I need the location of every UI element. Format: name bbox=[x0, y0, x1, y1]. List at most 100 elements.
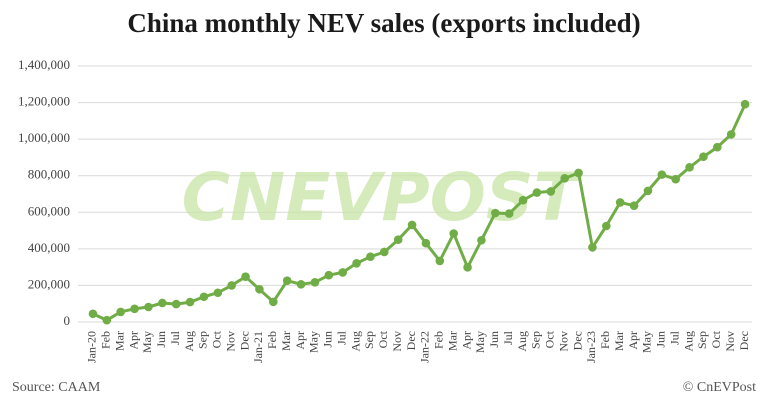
point bbox=[421, 238, 431, 248]
point bbox=[643, 186, 653, 196]
x-tick-label: Oct bbox=[543, 330, 557, 348]
point bbox=[227, 281, 236, 290]
point bbox=[199, 292, 209, 302]
watermark: CNEVPOST bbox=[182, 159, 584, 236]
point bbox=[130, 304, 139, 314]
x-tick-label: Feb bbox=[598, 331, 612, 349]
y-tick-label: 1,400,000 bbox=[18, 57, 70, 72]
y-tick-label: 800,000 bbox=[28, 167, 70, 182]
point bbox=[546, 187, 556, 196]
credit: © CnEVPost bbox=[683, 380, 756, 395]
point bbox=[435, 256, 445, 266]
point bbox=[380, 247, 389, 257]
y-tick-label: 0 bbox=[64, 313, 71, 328]
x-tick-label: Oct bbox=[709, 330, 723, 348]
chart-title: China monthly NEV sales (exports include… bbox=[127, 8, 640, 38]
point bbox=[213, 288, 223, 298]
x-tick-label: Aug bbox=[515, 331, 529, 352]
point bbox=[366, 252, 375, 262]
point bbox=[588, 243, 597, 252]
point bbox=[657, 170, 667, 179]
y-tick-label: 200,000 bbox=[28, 276, 70, 291]
point bbox=[255, 284, 264, 294]
x-tick-label: Oct bbox=[376, 330, 390, 348]
point bbox=[116, 307, 125, 317]
point bbox=[269, 297, 278, 307]
x-tick-label: Mar bbox=[612, 331, 626, 351]
x-tick-label: Jul bbox=[168, 330, 182, 345]
x-tick-label: Jun bbox=[654, 331, 668, 348]
x-tick-label: Aug bbox=[681, 331, 695, 352]
point bbox=[407, 220, 417, 230]
x-tick-label: Feb bbox=[265, 331, 279, 349]
x-tick-label: Jul bbox=[667, 330, 681, 345]
x-tick-label: Jul bbox=[501, 330, 515, 345]
point bbox=[560, 173, 569, 183]
x-tick-label: Apr bbox=[126, 331, 140, 350]
x-tick-label: Mar bbox=[279, 331, 293, 351]
point bbox=[88, 309, 98, 319]
x-tick-label: Jan-20 bbox=[85, 331, 99, 363]
y-tick-label: 1,000,000 bbox=[18, 130, 70, 145]
x-tick-label: May bbox=[140, 331, 154, 353]
x-tick-label: Jul bbox=[334, 330, 348, 345]
x-tick-label: Jan-22 bbox=[418, 331, 432, 363]
x-tick-label: Feb bbox=[432, 331, 446, 349]
point bbox=[338, 268, 347, 277]
point bbox=[671, 174, 680, 184]
point bbox=[504, 209, 514, 218]
x-tick-label: Apr bbox=[293, 331, 307, 350]
x-tick-label: Aug bbox=[348, 331, 362, 352]
point bbox=[615, 198, 625, 207]
x-tick-label: Nov bbox=[556, 331, 570, 352]
point bbox=[185, 297, 195, 307]
x-tick-label: Sep bbox=[695, 331, 709, 349]
x-tick-label: Dec bbox=[404, 331, 418, 350]
x-tick-label: Jan-21 bbox=[251, 331, 265, 363]
point bbox=[102, 315, 112, 325]
x-tick-label: Dec bbox=[570, 331, 584, 350]
x-tick-label: May bbox=[640, 331, 654, 353]
point bbox=[602, 221, 611, 231]
point bbox=[310, 278, 320, 287]
x-tick-label: Oct bbox=[210, 330, 224, 348]
point bbox=[158, 298, 167, 308]
point bbox=[491, 208, 500, 218]
x-tick-label: May bbox=[307, 331, 321, 353]
x-tick-label: Mar bbox=[112, 331, 126, 351]
x-tick-label: Aug bbox=[182, 331, 196, 352]
x-tick-label: Nov bbox=[223, 331, 237, 352]
y-tick-label: 400,000 bbox=[28, 240, 70, 255]
x-tick-label: Nov bbox=[390, 331, 404, 352]
x-tick-label: May bbox=[473, 331, 487, 353]
x-tick-label: Apr bbox=[626, 331, 640, 350]
x-tick-label: Dec bbox=[237, 331, 251, 350]
point bbox=[726, 130, 736, 139]
x-tick-label: Sep bbox=[196, 331, 210, 349]
x-tick-label: Sep bbox=[529, 331, 543, 349]
point bbox=[282, 276, 292, 285]
x-tick-label: Mar bbox=[445, 331, 459, 351]
point bbox=[629, 201, 639, 211]
point bbox=[449, 229, 458, 238]
x-tick-label: Jun bbox=[154, 331, 168, 348]
point bbox=[324, 270, 334, 280]
point bbox=[477, 235, 486, 245]
point bbox=[574, 168, 583, 178]
x-tick-label: Dec bbox=[737, 331, 751, 350]
point bbox=[393, 235, 403, 245]
y-tick-label: 1,200,000 bbox=[18, 94, 70, 109]
source: Source: CAAM bbox=[12, 380, 101, 395]
x-tick-label: Jun bbox=[321, 331, 335, 348]
point bbox=[241, 272, 250, 281]
point bbox=[463, 263, 472, 272]
x-tick-label: Jan-23 bbox=[584, 331, 598, 363]
point bbox=[713, 142, 722, 152]
point bbox=[518, 195, 528, 205]
point bbox=[740, 99, 750, 109]
x-tick-label: Jun bbox=[487, 331, 501, 348]
point bbox=[144, 302, 153, 312]
y-tick-label: 600,000 bbox=[28, 203, 70, 218]
x-tick-label: Sep bbox=[362, 331, 376, 349]
